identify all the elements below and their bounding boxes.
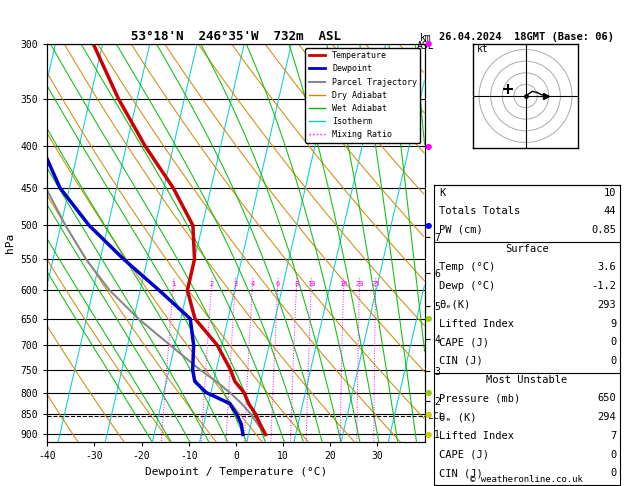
Text: ●: ● [424,141,431,151]
Text: CIN (J): CIN (J) [439,468,483,478]
Text: 9: 9 [610,318,616,329]
Text: 293: 293 [598,300,616,310]
Text: 650: 650 [598,393,616,403]
Text: ●: ● [424,314,431,323]
Text: ASL: ASL [417,41,435,51]
Text: 0: 0 [610,450,616,460]
Text: ●: ● [424,39,431,48]
Text: 294: 294 [598,412,616,422]
Text: CIN (J): CIN (J) [439,356,483,366]
Y-axis label: hPa: hPa [5,233,15,253]
Text: CAPE (J): CAPE (J) [439,450,489,460]
Text: 10: 10 [307,281,316,287]
Title: 53°18'N  246°35'W  732m  ASL: 53°18'N 246°35'W 732m ASL [131,30,341,43]
Text: © weatheronline.co.uk: © weatheronline.co.uk [470,474,583,484]
Text: 10: 10 [604,188,616,198]
Text: 16: 16 [340,281,348,287]
Text: θₑ (K): θₑ (K) [439,412,477,422]
Text: PW (cm): PW (cm) [439,225,483,235]
Text: ●: ● [424,430,431,439]
Text: Surface: Surface [505,243,548,254]
Text: 3.6: 3.6 [598,262,616,273]
Text: LCL: LCL [428,412,445,421]
Text: 1: 1 [171,281,175,287]
Text: 8: 8 [294,281,299,287]
Text: Totals Totals: Totals Totals [439,206,520,216]
Text: ●: ● [424,221,431,230]
Text: 0: 0 [610,356,616,366]
Text: Most Unstable: Most Unstable [486,375,567,385]
Text: 0: 0 [610,468,616,478]
Text: 2: 2 [209,281,214,287]
Text: K: K [439,188,445,198]
Text: 20: 20 [355,281,364,287]
Text: -1.2: -1.2 [591,281,616,291]
Text: ●: ● [424,410,431,418]
Text: 26.04.2024  18GMT (Base: 06): 26.04.2024 18GMT (Base: 06) [439,32,615,42]
Text: Lifted Index: Lifted Index [439,431,514,441]
Text: 0: 0 [610,337,616,347]
Text: 0.85: 0.85 [591,225,616,235]
X-axis label: Dewpoint / Temperature (°C): Dewpoint / Temperature (°C) [145,467,327,477]
Text: 4: 4 [250,281,255,287]
Text: Temp (°C): Temp (°C) [439,262,495,273]
Legend: Temperature, Dewpoint, Parcel Trajectory, Dry Adiabat, Wet Adiabat, Isotherm, Mi: Temperature, Dewpoint, Parcel Trajectory… [306,48,420,142]
Text: 44: 44 [604,206,616,216]
Text: Dewp (°C): Dewp (°C) [439,281,495,291]
Text: 25: 25 [371,281,380,287]
Text: kt: kt [477,44,489,54]
Text: θₑ(K): θₑ(K) [439,300,470,310]
Text: ●: ● [424,388,431,397]
Text: CAPE (J): CAPE (J) [439,337,489,347]
Text: 7: 7 [610,431,616,441]
Text: Pressure (mb): Pressure (mb) [439,393,520,403]
Text: Lifted Index: Lifted Index [439,318,514,329]
Text: 3: 3 [233,281,237,287]
Text: 6: 6 [276,281,280,287]
Text: km: km [420,34,431,43]
